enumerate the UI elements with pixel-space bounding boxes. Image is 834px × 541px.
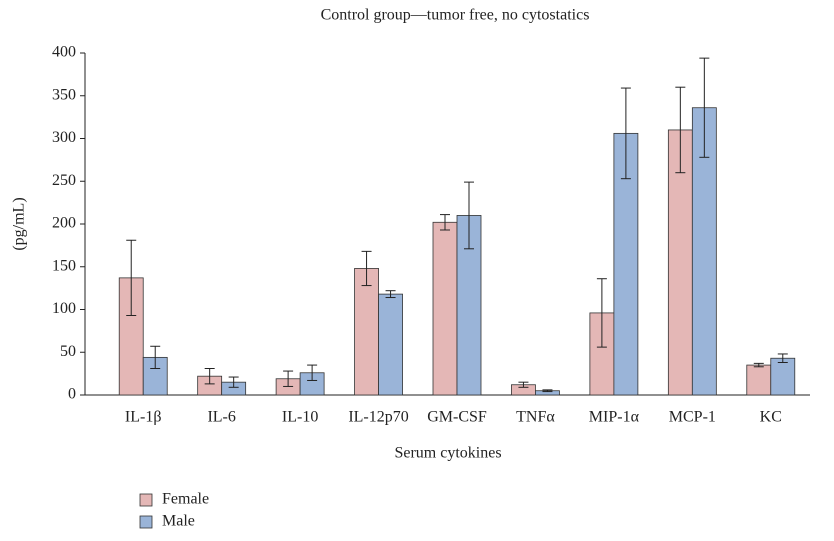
- error-bar: [385, 290, 396, 299]
- error-bar: [596, 278, 607, 348]
- y-tick-label: 100: [52, 300, 76, 317]
- error-bar: [518, 381, 529, 388]
- error-bar: [150, 345, 161, 369]
- y-tick-label: 200: [52, 215, 76, 232]
- error-bar: [777, 353, 788, 364]
- x-tick-label: IL-10: [282, 409, 318, 426]
- legend-swatch: [139, 515, 153, 529]
- bar: [746, 364, 772, 396]
- y-axis-label: (pg/mL): [11, 197, 28, 250]
- error-bar: [620, 87, 631, 180]
- legend-swatch: [139, 493, 153, 507]
- x-tick-label: MIP-1α: [589, 409, 640, 426]
- legend-label: Male: [162, 513, 195, 530]
- y-tick-label: 250: [52, 172, 76, 189]
- error-bar: [675, 86, 686, 174]
- y-tick-label: 300: [52, 129, 76, 146]
- chart-title: Control group—tumor free, no cytostatics: [321, 7, 590, 24]
- error-bar: [126, 239, 137, 316]
- x-tick-label: MCP-1: [669, 409, 716, 426]
- x-tick-label: TNFα: [516, 409, 555, 426]
- y-tick-label: 400: [52, 44, 76, 61]
- error-bar: [542, 389, 553, 393]
- error-bar: [699, 57, 710, 158]
- bar: [432, 221, 458, 396]
- y-tick-label: 150: [52, 257, 76, 274]
- y-tick-label: 50: [60, 343, 76, 360]
- x-tick-label: KC: [760, 409, 782, 426]
- error-bar: [228, 376, 239, 388]
- x-axis-label: Serum cytokines: [394, 445, 501, 462]
- y-tick-label: 0: [68, 386, 76, 403]
- error-bar: [753, 362, 764, 368]
- y-tick-label: 350: [52, 86, 76, 103]
- bar: [354, 268, 379, 396]
- x-tick-label: IL-6: [207, 409, 235, 426]
- x-tick-label: IL-1β: [125, 409, 162, 426]
- error-bar: [464, 181, 474, 250]
- legend-label: Female: [162, 491, 209, 508]
- x-tick-label: GM-CSF: [427, 409, 487, 426]
- bar: [770, 357, 796, 396]
- bar: [378, 293, 403, 396]
- error-bar: [283, 370, 294, 387]
- error-bar: [361, 250, 372, 287]
- error-bar: [440, 214, 450, 231]
- error-bar: [204, 367, 215, 385]
- x-tick-label: IL-12p70: [348, 409, 408, 426]
- error-bar: [307, 364, 318, 381]
